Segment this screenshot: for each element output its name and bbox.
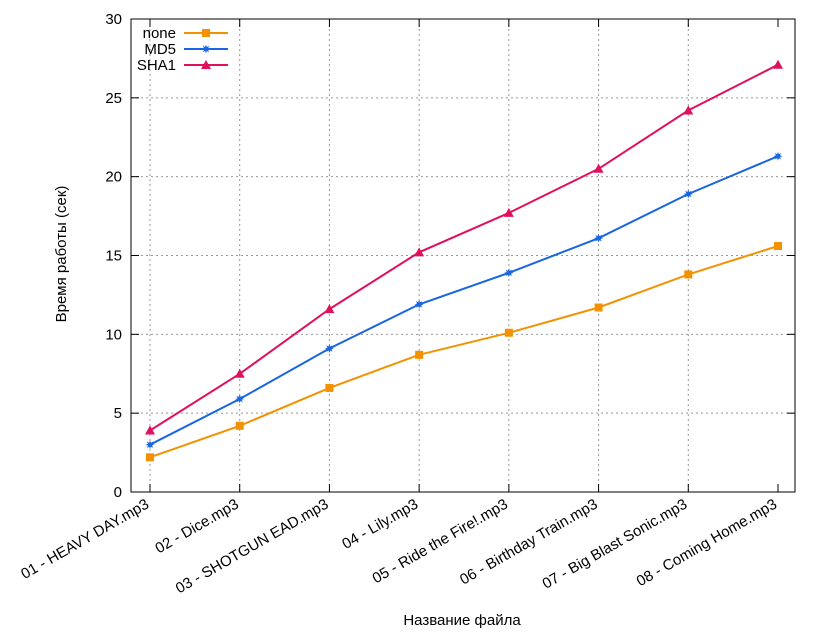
data-point-square <box>774 242 782 251</box>
data-point-star <box>324 344 334 353</box>
data-point-square <box>235 421 244 430</box>
data-point-star <box>145 440 155 450</box>
data-point-square <box>415 350 424 359</box>
data-point-star <box>683 189 693 199</box>
data-point-square <box>202 29 210 37</box>
data-point-triangle <box>414 247 425 257</box>
data-point-square <box>684 270 693 279</box>
data-point-star <box>414 299 424 309</box>
series-line <box>149 63 779 432</box>
data-point-triangle <box>773 59 783 69</box>
data-point-triangle <box>503 207 514 217</box>
data-point-square <box>504 328 513 337</box>
data-point-star <box>594 233 604 243</box>
series-none <box>146 242 782 462</box>
x-axis-label: Название файла <box>403 612 521 629</box>
y-tick-label: 25 <box>105 90 122 107</box>
data-point-star <box>773 151 783 161</box>
data-point-triangle <box>201 60 211 69</box>
data-point-star <box>504 268 514 278</box>
data-point-square <box>146 453 154 462</box>
y-tick-label: 5 <box>114 405 122 422</box>
y-tick-label: 15 <box>105 248 122 265</box>
y-tick-label: 30 <box>105 11 122 28</box>
data-point-star <box>201 44 211 54</box>
x-tick-label: 04 - Lily.mp3 <box>339 496 421 553</box>
y-tick-label: 10 <box>105 326 122 343</box>
x-tick-label: 01 - HEAVY DAY.mp3 <box>18 496 152 583</box>
plot-frame <box>130 18 796 493</box>
data-point-triangle <box>324 304 335 314</box>
legend-label: MD5 <box>144 41 176 58</box>
series-md5 <box>145 151 783 450</box>
y-tick-label: 20 <box>105 169 122 186</box>
data-point-triangle <box>593 163 604 173</box>
data-point-triangle <box>145 425 155 435</box>
data-point-square <box>325 383 334 392</box>
data-point-triangle <box>234 368 245 378</box>
data-point-triangle <box>683 105 694 115</box>
x-tick-label: 03 - SHOTGUN EAD.mp3 <box>173 496 332 597</box>
x-tick-label: 02 - Dice.mp3 <box>152 496 241 557</box>
y-tick-label: 0 <box>114 484 122 501</box>
series <box>145 59 783 462</box>
legend-label: none <box>143 25 176 42</box>
series-sha1 <box>145 59 783 435</box>
series-line <box>149 245 779 459</box>
y-axis-label: Время работы (сек) <box>53 186 70 323</box>
grid <box>131 19 795 492</box>
data-point-square <box>594 303 603 312</box>
x-tick-label: 07 - Big Blast Sonic.mp3 <box>540 496 691 593</box>
legend-label: SHA1 <box>137 57 176 74</box>
series-line <box>149 155 779 446</box>
axes: 0 5 10 15 20 25 30 01 - HEAVY DAY.mp3 02 - Dice.… <box>18 11 795 597</box>
data-point-star <box>235 394 245 404</box>
